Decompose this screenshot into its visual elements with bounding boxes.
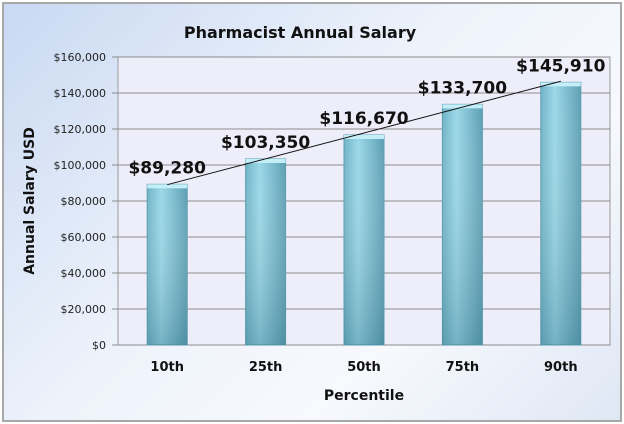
y-tick-label: $60,000 xyxy=(61,231,107,244)
y-tick-label: $120,000 xyxy=(54,123,107,136)
x-axis-label: Percentile xyxy=(324,388,404,404)
x-tick-label: 75th xyxy=(446,360,480,375)
bar-shade xyxy=(540,82,581,345)
x-tick-label: 90th xyxy=(544,360,578,375)
y-tick-label: $140,000 xyxy=(54,87,107,100)
trendline xyxy=(167,80,561,186)
bar-shade xyxy=(442,104,483,345)
data-label: $89,280 xyxy=(128,158,206,178)
y-tick-label: $80,000 xyxy=(61,195,107,208)
bar-shade xyxy=(147,184,188,345)
y-tick-label: $40,000 xyxy=(61,267,107,280)
data-label: $133,700 xyxy=(418,78,507,98)
bar-top xyxy=(147,184,188,189)
y-tick-label: $160,000 xyxy=(54,51,107,64)
bar-top xyxy=(245,158,286,163)
data-label: $145,910 xyxy=(516,56,605,76)
y-tick-label: $0 xyxy=(92,339,106,352)
y-tick-label: $100,000 xyxy=(54,159,107,172)
bar-shade xyxy=(344,134,384,345)
y-axis-label: Annual Salary USD xyxy=(22,127,38,275)
data-label: $103,350 xyxy=(221,133,310,153)
data-label: $116,670 xyxy=(319,109,408,129)
y-tick-label: $20,000 xyxy=(61,303,107,316)
x-tick-label: 25th xyxy=(249,360,283,375)
bar-shade xyxy=(245,158,286,345)
bar-top xyxy=(344,134,384,139)
bar-top xyxy=(540,82,581,87)
x-tick-label: 50th xyxy=(347,360,381,375)
x-tick-label: 10th xyxy=(150,360,184,375)
bar-top xyxy=(442,104,483,109)
chart-title: Pharmacist Annual Salary xyxy=(184,23,417,42)
